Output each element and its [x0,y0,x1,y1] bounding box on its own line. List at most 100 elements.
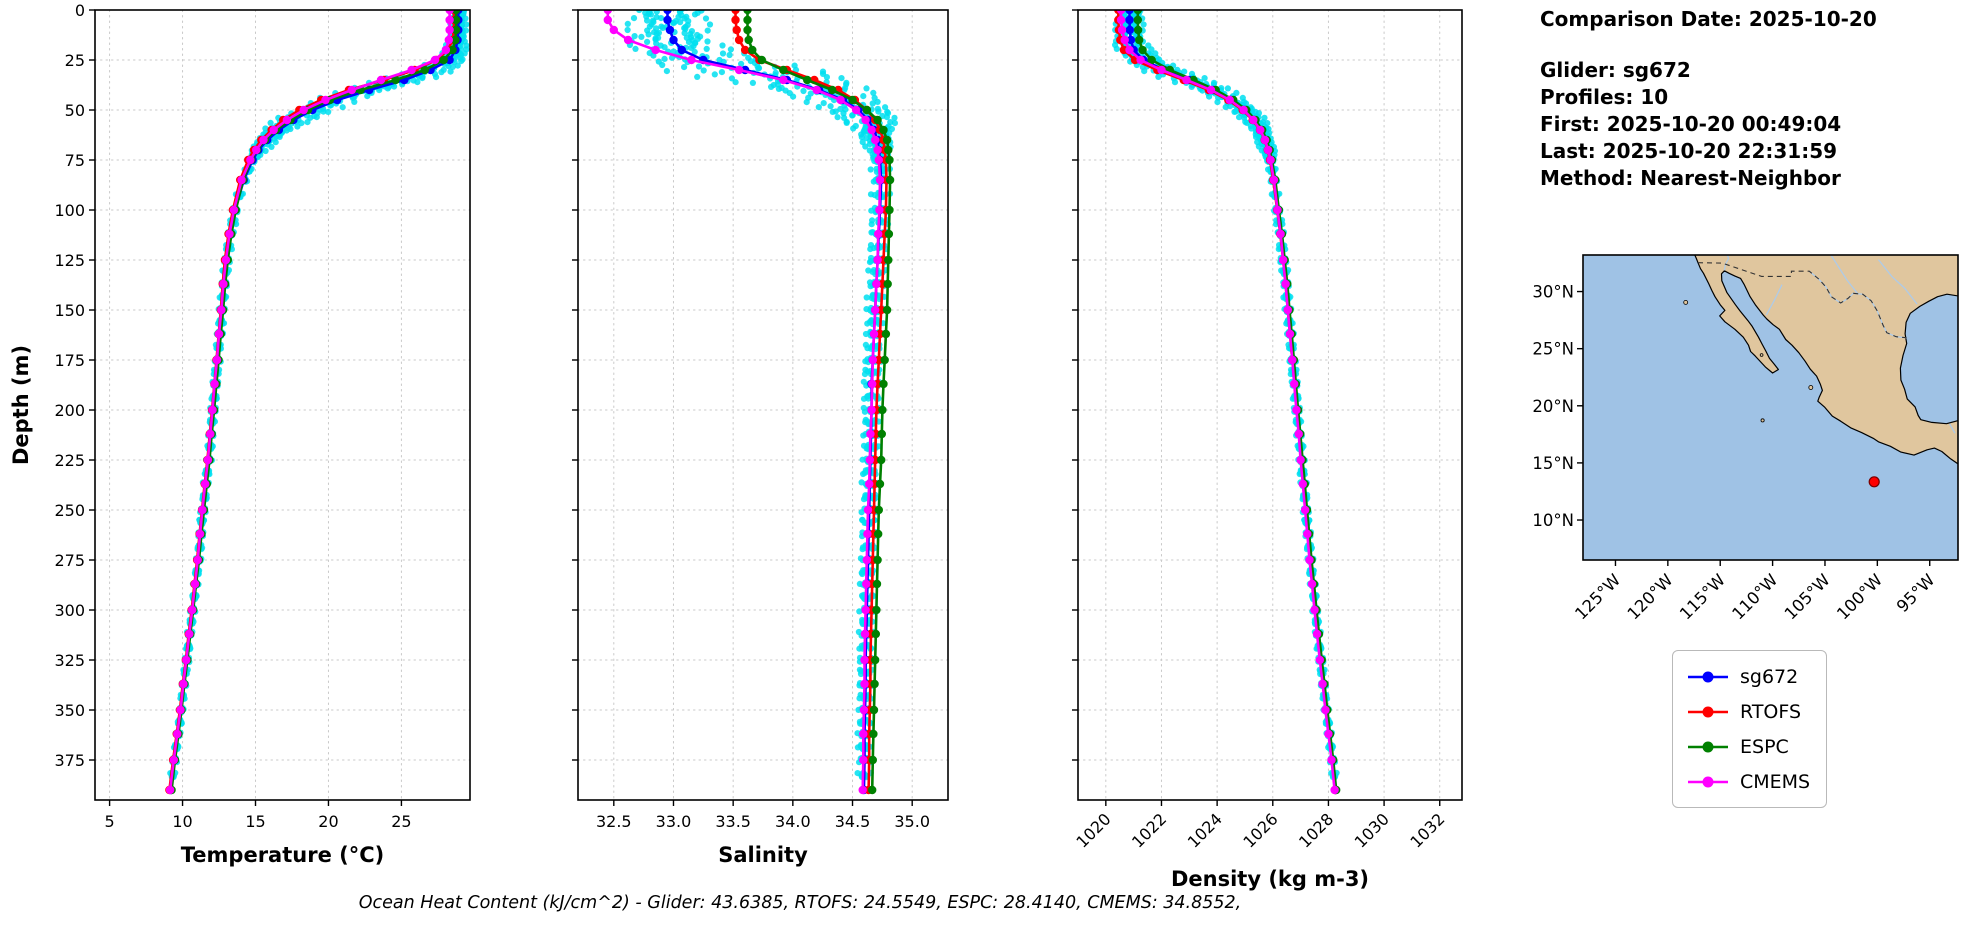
legend-line-marker-icon [1688,776,1728,787]
x-axis: 5 10 15 20 25 [104,800,412,831]
svg-text:95°W: 95°W [1893,570,1939,616]
legend-item-rtofs: RTOFS [1685,694,1810,729]
series-CMEMS [603,10,885,795]
svg-text:1020: 1020 [1072,809,1114,851]
legend-line-marker-icon [1688,741,1728,752]
land-mexico-us [1694,255,1958,465]
svg-text:15°N: 15°N [1532,454,1574,473]
river [1765,284,1783,316]
map-lon-axis: 125°W 120°W 115°W 110°W 105°W 100°W 95°W [1571,560,1939,623]
svg-text:35.0: 35.0 [894,812,930,831]
series-ESPC [1133,10,1341,795]
svg-text:34.0: 34.0 [775,812,811,831]
legend-item-cmems: CMEMS [1685,764,1810,799]
svg-text:300: 300 [54,601,85,620]
x-axis-label: Density (kg m-3) [1171,867,1369,891]
glider-position-marker [1868,476,1880,488]
island [1683,300,1689,305]
svg-text:34.5: 34.5 [835,812,871,831]
plot-frame [94,9,471,801]
series-area [603,10,898,795]
svg-text:10: 10 [172,812,192,831]
glider-name: Glider: sg672 [1540,58,1691,82]
last-profile-time: Last: 2025-10-20 22:31:59 [1540,139,1838,163]
svg-text:100°W: 100°W [1833,570,1886,623]
svg-text:125°W: 125°W [1571,570,1624,623]
river [1830,255,1858,294]
plot-frame [1077,9,1463,801]
svg-text:25°N: 25°N [1532,340,1574,359]
legend: sg672 RTOFS ESPC CMEMS [1672,650,1828,808]
x-axis-label: Salinity [718,843,808,867]
profiles-count: Profiles: 10 [1540,85,1669,109]
svg-text:75: 75 [65,151,85,170]
map-frame [1582,254,1959,561]
first-profile-time: First: 2025-10-20 00:49:04 [1540,112,1842,136]
series-CMEMS [165,10,454,795]
legend-line-marker-icon [1688,706,1728,717]
island [1760,418,1765,423]
legend-item-espc: ESPC [1685,729,1810,764]
series-RTOFS [1114,10,1340,795]
svg-text:33.0: 33.0 [656,812,692,831]
svg-text:325: 325 [54,651,85,670]
location-map: 125°W 120°W 115°W 110°W 105°W 100°W 95°W 10°N 15… [1532,254,1959,623]
island [1808,385,1814,390]
svg-text:150: 150 [54,301,85,320]
salinity-profile-chart: 32.5 33.0 33.5 34.0 34.5 35.0 Salinity [572,9,949,867]
svg-text:32.5: 32.5 [596,812,632,831]
svg-text:175: 175 [54,351,85,370]
island [1759,353,1764,357]
plot-frame [577,9,949,801]
svg-text:375: 375 [54,751,85,770]
density-profile-chart: 1020 1022 1024 1026 1028 1030 1032 Density (kg … [1072,9,1463,891]
svg-text:105°W: 105°W [1781,570,1834,623]
svg-text:1028: 1028 [1295,809,1337,851]
svg-text:25: 25 [65,51,85,70]
svg-text:100: 100 [54,201,85,220]
svg-text:20°N: 20°N [1532,397,1574,416]
svg-text:10°N: 10°N [1532,511,1574,530]
legend-item-sg672: sg672 [1685,659,1810,694]
svg-text:200: 200 [54,401,85,420]
river [1949,423,1956,434]
series-ESPC [743,10,895,795]
country-border [1697,262,1907,339]
svg-text:15: 15 [245,812,265,831]
ocean-heat-content-caption: Ocean Heat Content (kJ/cm^2) - Glider: 4… [358,893,1242,913]
svg-text:0: 0 [75,1,85,20]
series-glider-raw [624,10,898,781]
y-axis [572,9,578,761]
info-spacer [1540,33,1970,57]
svg-text:350: 350 [54,701,85,720]
y-axis: 0 25 50 75 100 125 150 175 200 225 250 275 300 325 350… [54,1,95,770]
river [1877,259,1918,305]
svg-text:5: 5 [104,812,114,831]
svg-text:30°N: 30°N [1532,283,1574,302]
comparison-date: Comparison Date: 2025-10-20 [1540,7,1877,31]
info-panel: Comparison Date: 2025-10-20 Glider: sg67… [1540,6,1970,192]
svg-text:1024: 1024 [1184,809,1226,851]
svg-text:1026: 1026 [1239,809,1281,851]
series-sg672 [1125,10,1340,795]
map-lat-axis: 10°N 15°N 20°N 25°N 30°N [1532,283,1583,530]
legend-label: sg672 [1740,665,1799,688]
svg-text:1022: 1022 [1128,809,1170,851]
interpolation-method: Method: Nearest-Neighbor [1540,166,1841,190]
svg-text:110°W: 110°W [1728,570,1781,623]
x-axis: 1020 1022 1024 1026 1028 1030 1032 [1072,800,1449,852]
series-glider-raw [1112,10,1340,781]
svg-text:120°W: 120°W [1624,570,1677,623]
legend-label: CMEMS [1740,770,1811,793]
svg-text:1030: 1030 [1351,809,1393,851]
svg-text:20: 20 [318,812,338,831]
svg-text:1032: 1032 [1406,809,1448,851]
svg-text:275: 275 [54,551,85,570]
y-axis-label: Depth (m) [9,345,33,465]
svg-text:225: 225 [54,451,85,470]
legend-label: RTOFS [1740,700,1802,723]
temperature-profile-chart: 5 10 15 20 250255075100125150175200225250275… [9,1,471,867]
svg-text:50: 50 [65,101,85,120]
series-area [165,10,470,795]
